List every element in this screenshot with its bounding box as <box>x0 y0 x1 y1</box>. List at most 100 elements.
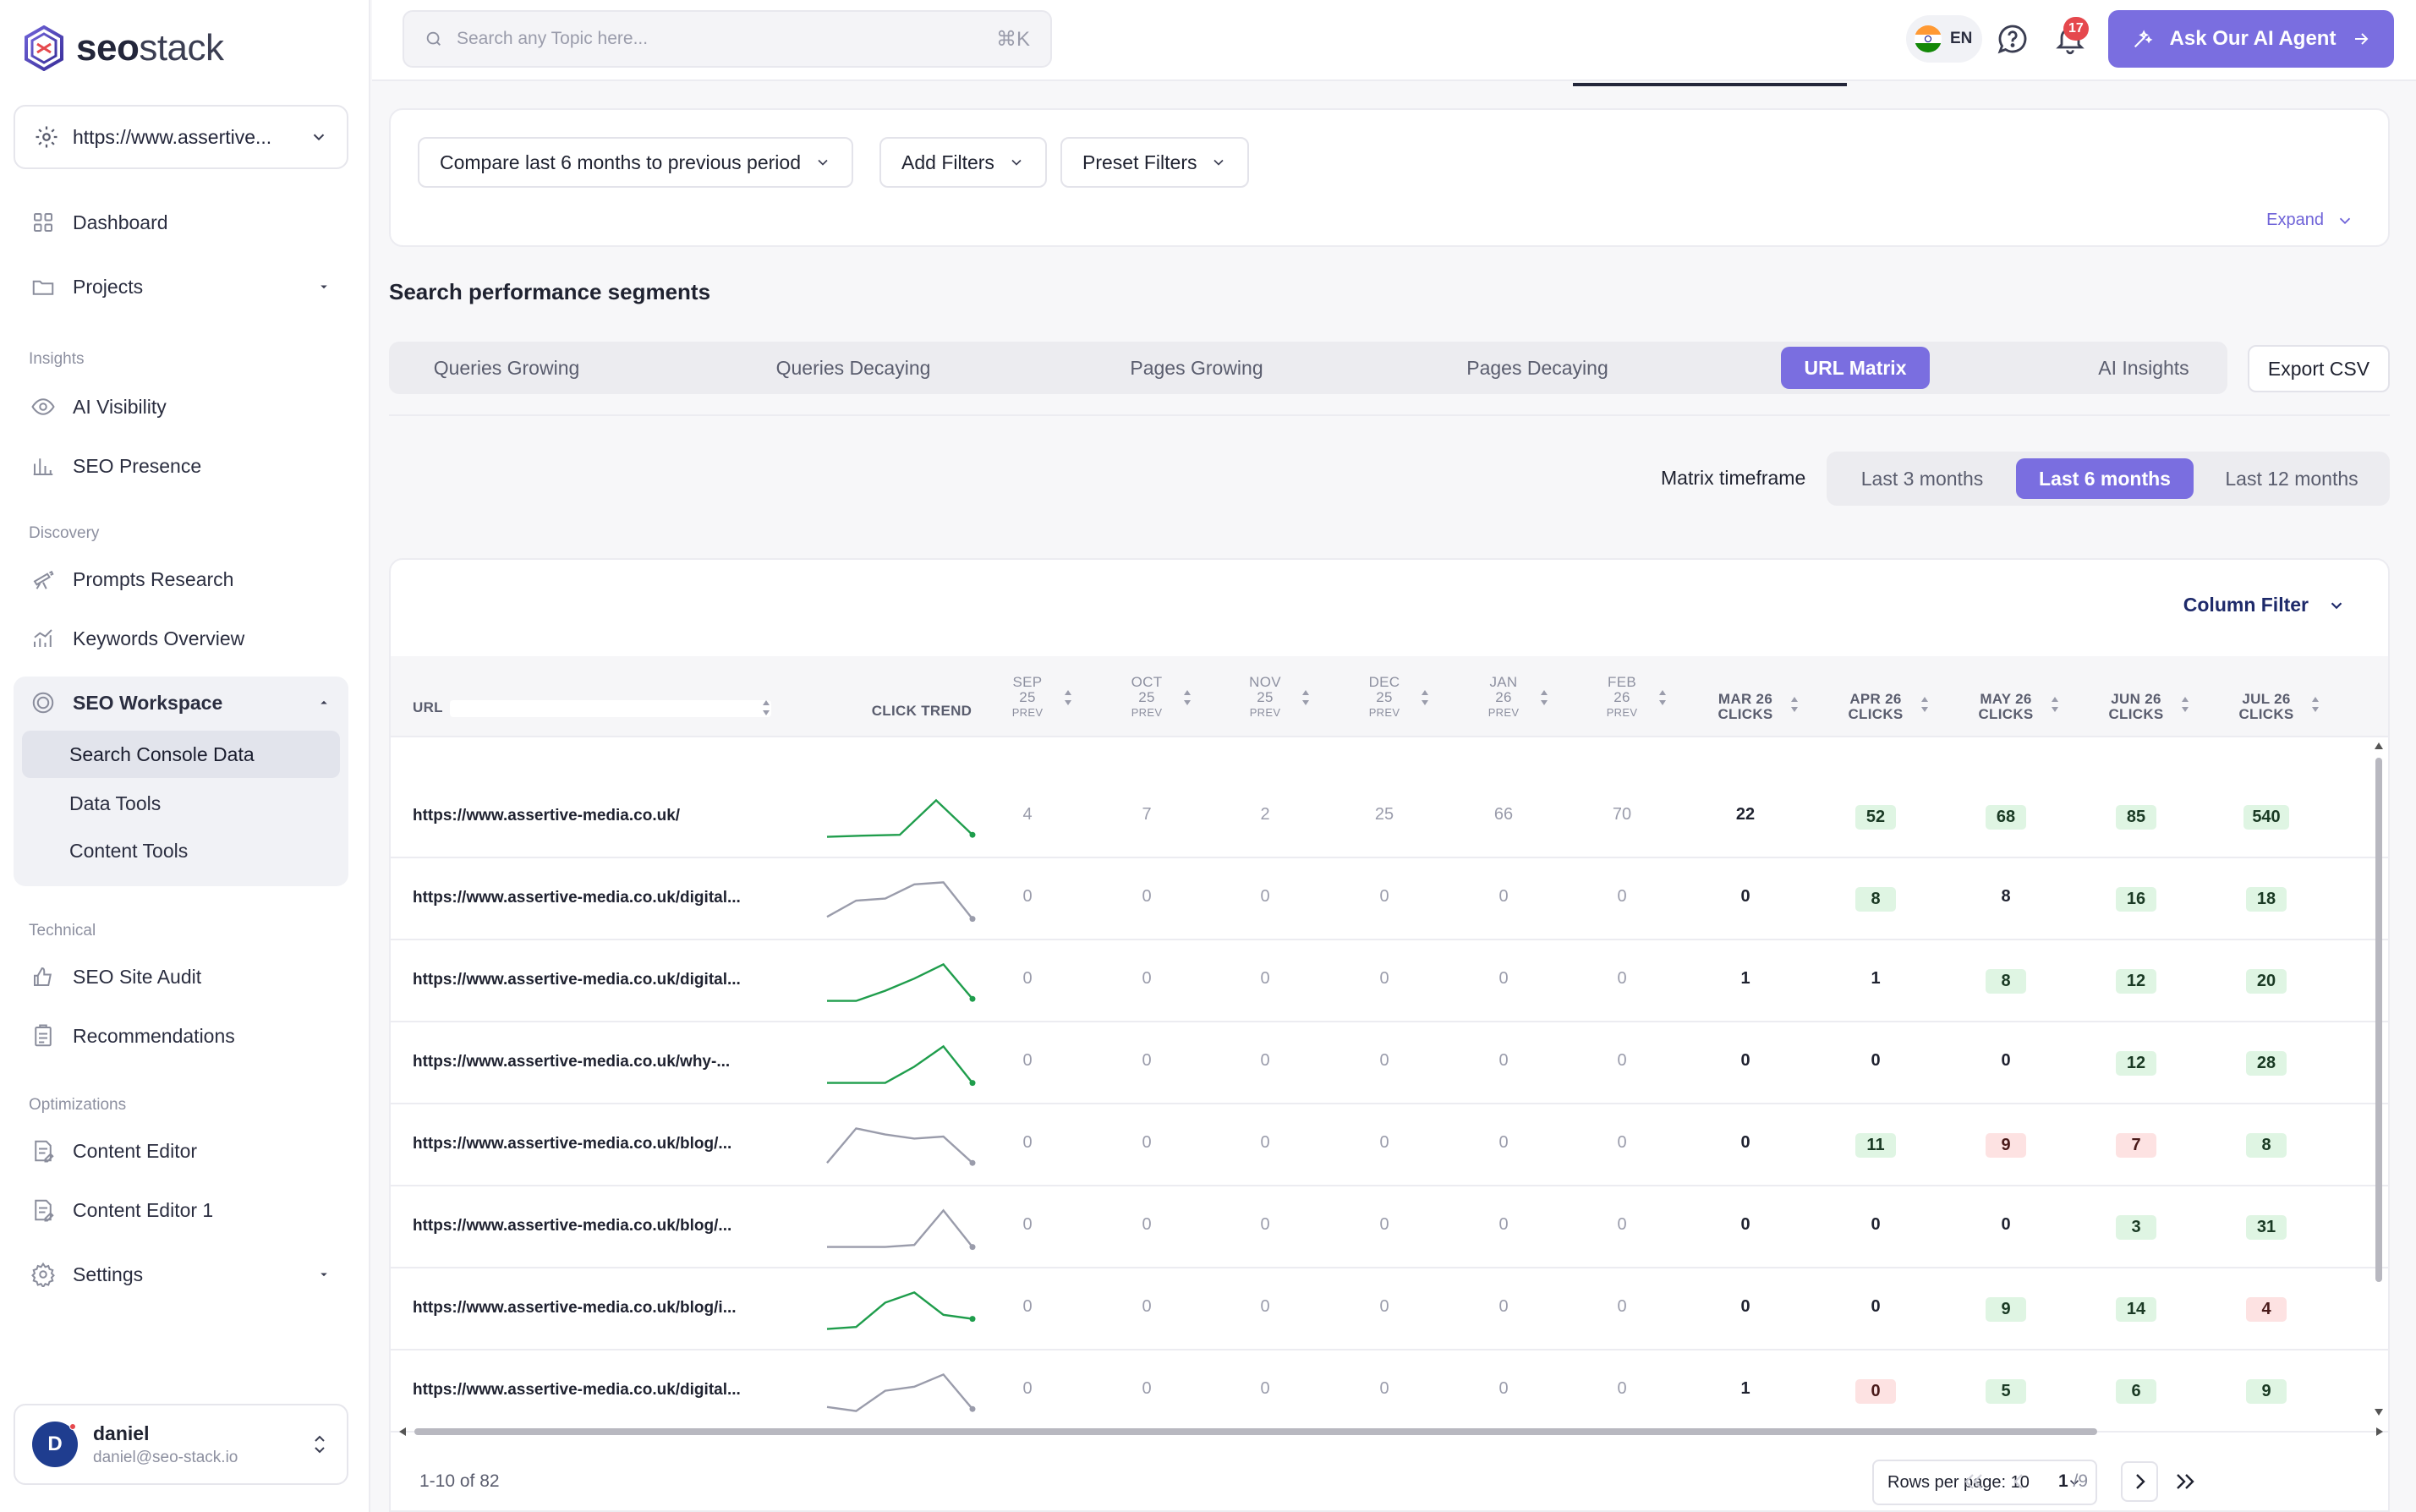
user-menu[interactable]: D daniel daniel@seo-stack.io <box>14 1404 348 1485</box>
search-bar[interactable]: ⌘K <box>403 10 1052 68</box>
sidebar-item-seo-workspace[interactable]: SEO Workspace <box>14 678 348 727</box>
clicks-value: 0 <box>1871 1215 1881 1234</box>
sort-icon[interactable] <box>1539 688 1549 707</box>
table-row[interactable]: https://www.assertive-media.co.uk/digita… <box>391 1350 2388 1433</box>
sidebar-item-recommendations[interactable]: Recommendations <box>14 1011 348 1060</box>
url-link[interactable]: https://www.assertive-media.co.uk/blog/i… <box>413 1299 737 1317</box>
sparkline-endpoint <box>969 1080 976 1087</box>
sidebar-item-content-editor-1[interactable]: Content Editor 1 <box>14 1186 348 1235</box>
table-row[interactable]: https://www.assertive-media.co.uk/blog/i… <box>391 1268 2388 1350</box>
sidebar-item-ai-visibility[interactable]: AI Visibility <box>14 382 348 431</box>
sidebar-item-prompts-research[interactable]: Prompts Research <box>14 555 348 604</box>
header-sub: PREV <box>1249 706 1281 719</box>
column-header-clicks[interactable]: APR 26 CLICKS <box>1825 692 1926 722</box>
sidebar-item-dashboard[interactable]: Dashboard <box>14 198 348 247</box>
column-header-prev[interactable]: NOV 25 PREV <box>1231 675 1299 720</box>
logo[interactable]: seostack <box>24 25 224 71</box>
column-header-clicks[interactable]: JUL 26 CLICKS <box>2216 692 2317 722</box>
tab-queries-growing[interactable]: Queries Growing <box>433 356 580 379</box>
timeframe-last-3-months[interactable]: Last 3 months <box>1860 467 1984 490</box>
sidebar-item-seo-site-audit[interactable]: SEO Site Audit <box>14 952 348 1001</box>
bar-chart-icon <box>33 458 53 475</box>
sort-icon[interactable] <box>1420 688 1430 707</box>
column-header-prev[interactable]: JAN 26 PREV <box>1470 675 1537 720</box>
expand-toggle[interactable]: Expand <box>2266 211 2354 230</box>
rows-per-page-select[interactable]: Rows per page: 10 <box>1872 1460 2097 1505</box>
preset-filters-dropdown[interactable]: Preset Filters <box>1060 137 1250 188</box>
sort-icon[interactable] <box>2310 695 2320 714</box>
column-filter-dropdown[interactable]: Column Filter <box>2183 594 2346 616</box>
tab-queries-decaying[interactable]: Queries Decaying <box>775 356 931 379</box>
column-header-clicks[interactable]: MAR 26 CLICKS <box>1695 692 1796 722</box>
url-link[interactable]: https://www.assertive-media.co.uk/blog/.… <box>413 1217 732 1235</box>
clicks-badge-green: 16 <box>2116 887 2156 912</box>
vertical-scrollbar[interactable] <box>2373 741 2385 1417</box>
column-header-prev[interactable]: OCT 25 PREV <box>1113 675 1181 720</box>
url-link[interactable]: https://www.assertive-media.co.uk/digita… <box>413 1381 741 1399</box>
timeframe-last-6-months[interactable]: Last 6 months <box>2016 458 2194 499</box>
sidebar-subitem-data-tools[interactable]: Data Tools <box>22 780 340 827</box>
next-page-button[interactable] <box>2121 1461 2158 1502</box>
table-row[interactable]: https://www.assertive-media.co.uk/digita… <box>391 858 2388 940</box>
table-row[interactable]: https://www.assertive-media.co.uk/blog/.… <box>391 1104 2388 1186</box>
tab-ai-insights[interactable]: AI Insights <box>2098 356 2189 379</box>
add-filters-dropdown[interactable]: Add Filters <box>879 137 1047 188</box>
sort-icon[interactable] <box>1182 688 1192 707</box>
last-page-button[interactable] <box>2167 1461 2204 1502</box>
search-input[interactable] <box>457 29 983 49</box>
sidebar-subitem-search-console-data[interactable]: Search Console Data <box>22 731 340 778</box>
sort-icon[interactable] <box>1301 688 1311 707</box>
table-row[interactable]: https://www.assertive-media.co.uk/blog/.… <box>391 1186 2388 1268</box>
sidebar-item-seo-presence[interactable]: SEO Presence <box>14 441 348 490</box>
compare-period-dropdown[interactable]: Compare last 6 months to previous period <box>418 137 853 188</box>
ask-ai-agent-button[interactable]: Ask Our AI Agent <box>2108 10 2394 68</box>
sidebar-item-keywords-overview[interactable]: Keywords Overview <box>14 614 348 663</box>
url-link[interactable]: https://www.assertive-media.co.uk/digita… <box>413 889 741 907</box>
sidebar-item-settings[interactable]: Settings <box>14 1250 348 1299</box>
column-header-clicks[interactable]: MAY 26 CLICKS <box>1955 692 2057 722</box>
language-selector[interactable]: EN <box>1906 15 1982 63</box>
sort-icon[interactable] <box>1063 688 1073 707</box>
table-row[interactable]: https://www.assertive-media.co.uk/digita… <box>391 940 2388 1022</box>
sidebar-item-projects[interactable]: Projects <box>14 262 348 311</box>
first-page-button[interactable] <box>1955 1461 1992 1502</box>
section-label-discovery: Discovery <box>29 524 100 542</box>
table-row[interactable]: https://www.assertive-media.co.uk/4 7 2 25 6… <box>391 776 2388 858</box>
column-header-prev[interactable]: SEP 25 PREV <box>994 675 1061 720</box>
column-header-prev[interactable]: DEC 25 PREV <box>1350 675 1418 720</box>
horizontal-scrollbar[interactable] <box>397 1426 2385 1438</box>
tab-pages-decaying[interactable]: Pages Decaying <box>1466 356 1608 379</box>
sort-icon[interactable] <box>1657 688 1668 707</box>
url-link[interactable]: https://www.assertive-media.co.uk/blog/.… <box>413 1135 732 1153</box>
tab-pages-growing[interactable]: Pages Growing <box>1130 356 1263 379</box>
tab-url-matrix[interactable]: URL Matrix <box>1781 347 1930 389</box>
timeframe-last-12-months[interactable]: Last 12 months <box>2225 467 2358 490</box>
help-icon[interactable] <box>1996 22 2030 56</box>
site-selector[interactable]: https://www.assertive... <box>14 105 348 169</box>
sort-icon[interactable] <box>2180 695 2190 714</box>
clicks-cell: 0 <box>1695 1051 1796 1071</box>
thumbs-up-icon <box>34 967 52 986</box>
previous-page-button[interactable] <box>2001 1461 2038 1502</box>
url-link[interactable]: https://www.assertive-media.co.uk/why-..… <box>413 1053 731 1071</box>
sidebar-item-content-editor[interactable]: Content Editor <box>14 1126 348 1175</box>
column-header-clicks[interactable]: JUN 26 CLICKS <box>2085 692 2187 722</box>
column-header-url[interactable]: URL <box>413 699 443 715</box>
header-month: NOV <box>1249 674 1281 690</box>
magic-wand-icon <box>2134 30 2152 48</box>
url-link[interactable]: https://www.assertive-media.co.uk/digita… <box>413 971 741 989</box>
sidebar-subitem-content-tools[interactable]: Content Tools <box>22 827 340 874</box>
column-header-prev[interactable]: FEB 26 PREV <box>1588 675 1656 720</box>
clicks-badge-green: 540 <box>2243 805 2289 830</box>
header-year: 25 <box>1138 689 1155 705</box>
export-csv-button[interactable]: Export CSV <box>2248 345 2390 392</box>
url-filter-field[interactable] <box>450 700 771 717</box>
sort-icon[interactable] <box>761 698 771 717</box>
sort-icon[interactable] <box>1789 695 1800 714</box>
table-row[interactable]: https://www.assertive-media.co.uk/why-..… <box>391 1022 2388 1104</box>
url-link[interactable]: https://www.assertive-media.co.uk/ <box>413 807 681 824</box>
sort-icon[interactable] <box>1920 695 1930 714</box>
sort-icon[interactable] <box>2050 695 2060 714</box>
clicks-value: 1 <box>1740 1379 1750 1398</box>
prev-clicks-cell: 0 <box>1022 1215 1033 1234</box>
